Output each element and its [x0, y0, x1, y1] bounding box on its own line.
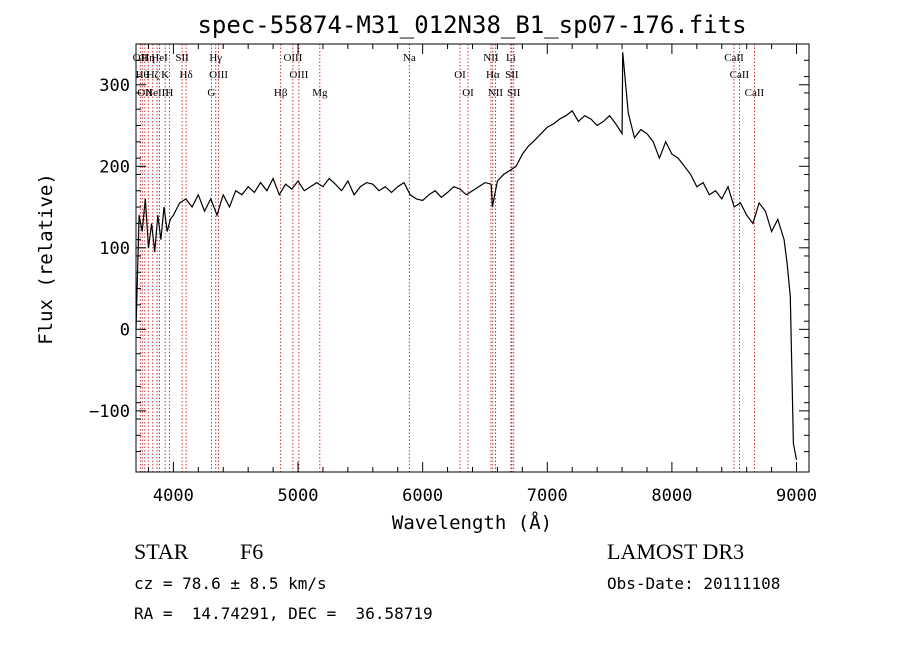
spectrum-series-line	[135, 52, 798, 460]
line-label: CaII	[745, 87, 765, 99]
observation-date: Obs-Date: 20111108	[607, 574, 781, 593]
y-tick-label: 300	[99, 76, 130, 96]
redshift-velocity: cz = 78.6 ± 8.5 km/s	[134, 574, 327, 593]
line-label: Na	[403, 52, 416, 64]
line-label: NII	[483, 52, 499, 64]
chart-title: spec-55874-M31_012N38_B1_sp07-176.fits	[197, 11, 746, 39]
y-tick-label: 200	[99, 157, 130, 177]
line-label: OIII	[289, 69, 308, 81]
y-tick-label: −100	[89, 402, 130, 422]
x-tick-label: 7000	[527, 486, 568, 506]
line-label: OIII	[209, 69, 228, 81]
object-class: STAR	[134, 539, 189, 564]
y-tick-label: 100	[99, 239, 130, 259]
line-label: Li	[506, 52, 516, 64]
x-tick-label: 4000	[153, 486, 194, 506]
line-label: OI	[454, 69, 466, 81]
line-label: Hη	[141, 52, 155, 64]
y-tick-label: 0	[120, 320, 130, 340]
line-label: CaII	[730, 69, 750, 81]
x-tick-label: 8000	[651, 486, 692, 506]
plot-frame	[135, 43, 810, 473]
line-label: CaII	[724, 52, 744, 64]
x-tick-label: 6000	[402, 486, 443, 506]
line-label: Hζ	[147, 69, 160, 81]
line-label: SII	[505, 69, 519, 81]
x-axis-ticks: 4000 5000 6000 7000 8000 9000	[147, 44, 817, 506]
line-label: NeIII	[145, 87, 169, 99]
x-axis-label: Wavelength (Å)	[392, 511, 552, 534]
y-axis-label: Flux (relative)	[35, 173, 57, 345]
line-label: Mg	[312, 87, 328, 99]
line-label: Hγ	[209, 52, 222, 64]
spectral-line-markers	[139, 44, 755, 472]
line-label: Hβ	[274, 87, 288, 99]
sky-coordinates: RA = 14.74291, DEC = 36.58719	[134, 604, 433, 623]
x-tick-label: 9000	[776, 486, 817, 506]
line-label: OI	[462, 87, 474, 99]
x-tick-label: 5000	[278, 486, 319, 506]
line-label: H	[165, 87, 173, 99]
line-label: HeI	[151, 52, 168, 64]
survey-name: LAMOST DR3	[607, 539, 745, 564]
line-label: Hδ	[180, 69, 193, 81]
line-label: SII	[507, 87, 521, 99]
line-label: SII	[175, 52, 189, 64]
object-subclass: F6	[240, 539, 264, 564]
y-axis-ticks: −100 0 100 200 300	[89, 59, 809, 453]
line-label: K	[161, 69, 169, 81]
line-label: OII	[137, 87, 153, 99]
line-label: NII	[488, 87, 504, 99]
spectral-line-labels: OIIHθOIIHηHζNeIIIHeIKHSIIHδGHγOIIIHβOIII…	[133, 52, 765, 99]
line-label: Hα	[486, 69, 500, 81]
line-label: G	[207, 87, 215, 99]
line-label: OIII	[283, 52, 302, 64]
line-label: Hθ	[136, 69, 149, 81]
